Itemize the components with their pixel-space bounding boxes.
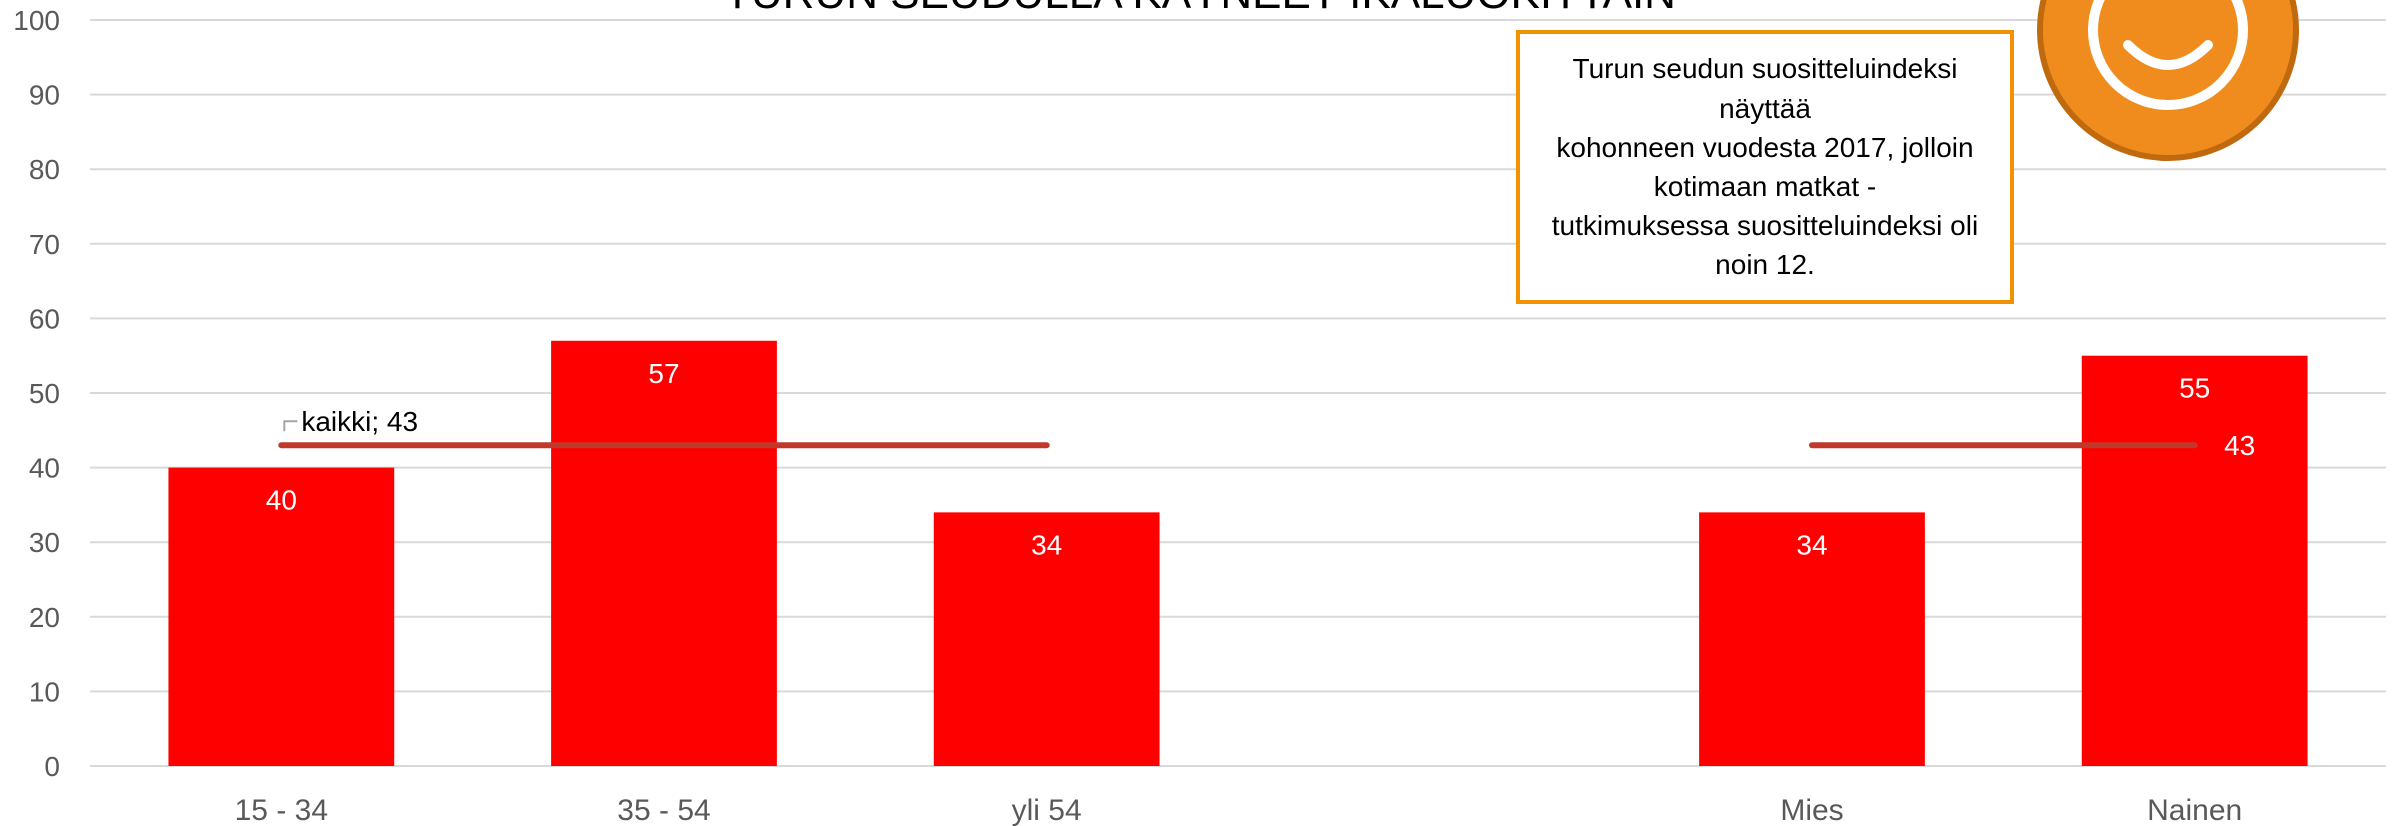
x-category-label: Mies [1780, 794, 1843, 826]
bar-value-label: 40 [266, 485, 297, 516]
y-axis-ticks: 0 10 20 30 40 50 60 70 80 90 100 [13, 5, 60, 782]
chart-title: TURUN SEUDULLA KÄYNEET IKÄLUOKITTAIN [724, 0, 1676, 18]
data-labels: 40 57 34 34 55 [266, 358, 2210, 561]
x-category-label: yli 54 [1012, 794, 1082, 826]
annotation-callout: Turun seudun suositteluindeksi näyttää k… [1516, 30, 2014, 304]
bar-value-label: 34 [1031, 529, 1062, 560]
y-tick-label: 20 [29, 602, 60, 633]
smiley-face-icon [2037, 0, 2299, 161]
bar [2081, 355, 2308, 766]
y-tick-label: 30 [29, 527, 60, 558]
bar-value-label: 34 [1796, 529, 1827, 560]
x-category-label: 35 - 54 [617, 794, 710, 826]
reference-lines: kaikki; 43 43 [278, 406, 2255, 461]
y-tick-label: 40 [29, 453, 60, 484]
y-tick-label: 70 [29, 229, 60, 260]
reference-label-leader [283, 420, 298, 432]
y-tick-label: 60 [29, 303, 60, 334]
bar [551, 340, 777, 766]
x-category-label: Nainen [2147, 794, 2242, 826]
y-tick-label: 80 [29, 154, 60, 185]
y-tick-label: 90 [29, 80, 60, 111]
bar-value-label: 55 [2179, 373, 2210, 404]
callout-text: Turun seudun suositteluindeksi näyttää k… [1551, 53, 1979, 281]
y-tick-label: 10 [29, 676, 60, 707]
reference-line-value-label: 43 [2224, 430, 2255, 461]
gridlines [90, 19, 2386, 767]
x-axis-categories: 15 - 34 35 - 54 yli 54 Mies Nainen [235, 794, 2243, 826]
bar [168, 467, 395, 766]
x-category-label: 15 - 34 [235, 794, 328, 826]
y-tick-label: 0 [44, 751, 60, 782]
bar [1699, 512, 1925, 766]
reference-line-label: kaikki; 43 [301, 406, 418, 437]
y-tick-label: 100 [13, 5, 60, 36]
bars [168, 340, 2308, 766]
bar [933, 512, 1160, 766]
bar-value-label: 57 [648, 358, 679, 389]
y-tick-label: 50 [29, 378, 60, 409]
